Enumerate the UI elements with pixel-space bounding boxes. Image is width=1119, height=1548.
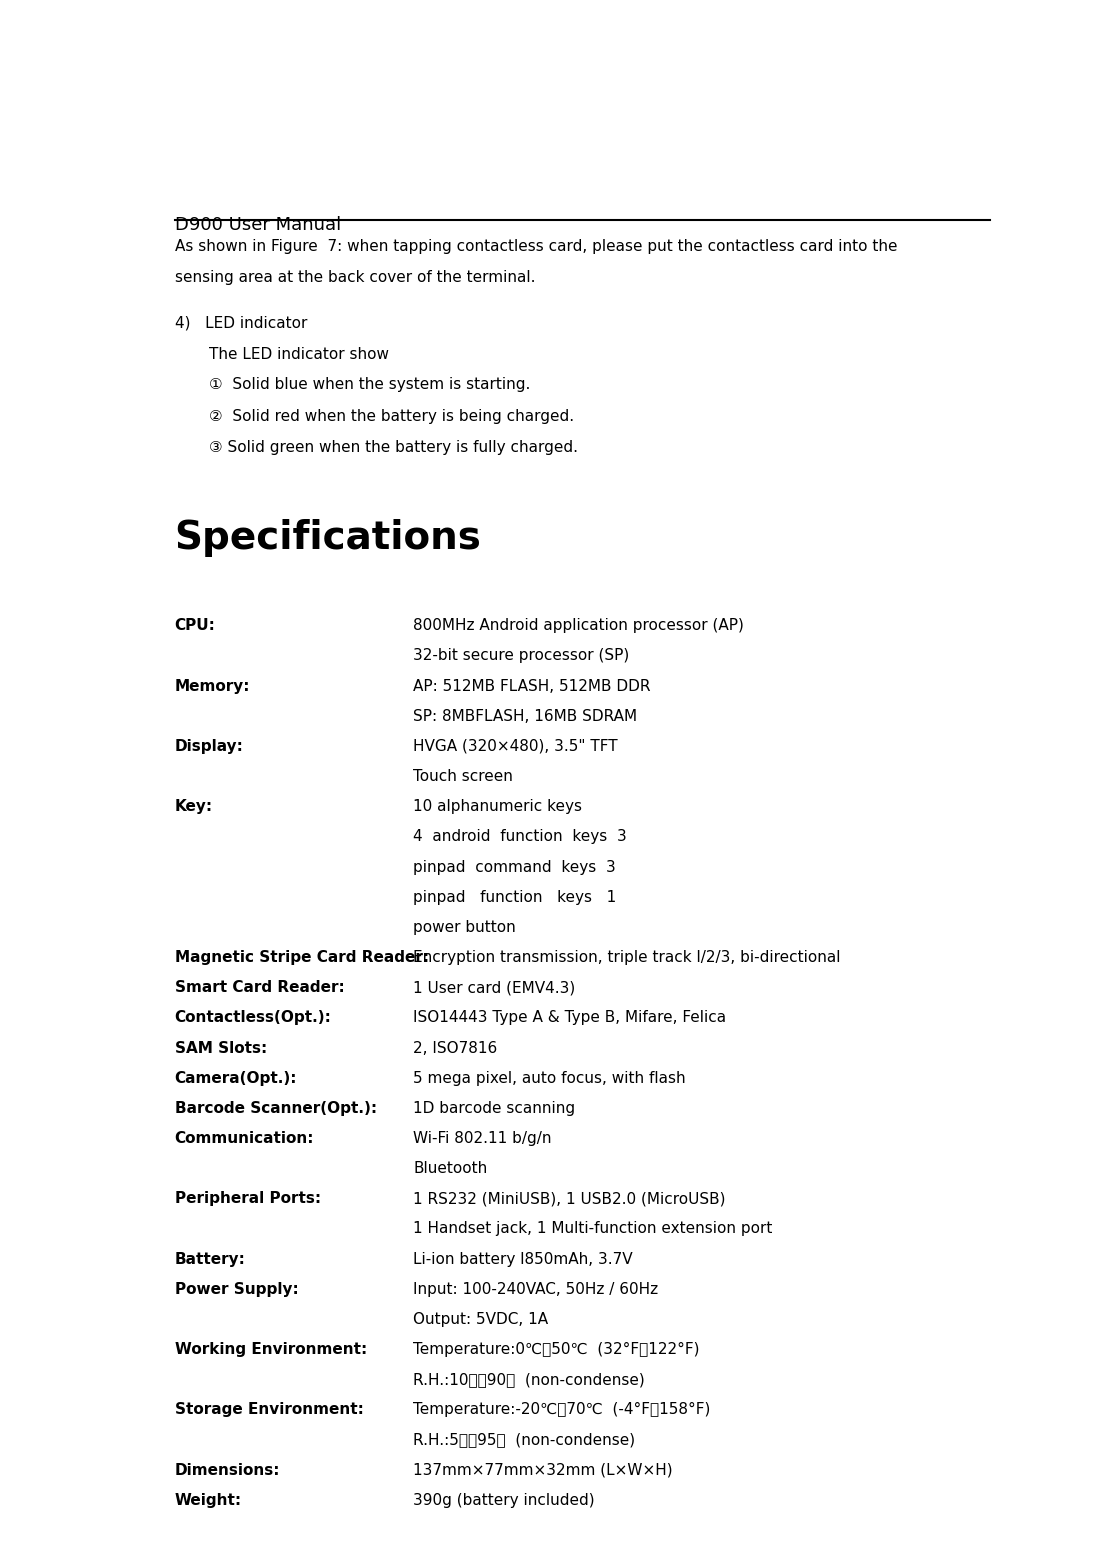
Text: Barcode Scanner(Opt.):: Barcode Scanner(Opt.): (175, 1101, 377, 1116)
Text: The LED indicator show: The LED indicator show (209, 347, 389, 362)
Text: SP: 8MBFLASH, 16MB SDRAM: SP: 8MBFLASH, 16MB SDRAM (413, 709, 637, 724)
Text: 4  android  function  keys  3: 4 android function keys 3 (413, 830, 627, 844)
Text: Input: 100-240VAC, 50Hz / 60Hz: Input: 100-240VAC, 50Hz / 60Hz (413, 1282, 658, 1297)
Text: power button: power button (413, 920, 516, 935)
Text: ①  Solid blue when the system is starting.: ① Solid blue when the system is starting… (209, 378, 530, 392)
Text: Specifications: Specifications (175, 519, 481, 557)
Text: Magnetic Stripe Card Reader:: Magnetic Stripe Card Reader: (175, 950, 429, 964)
Text: Display:: Display: (175, 738, 244, 754)
Text: 5 mega pixel, auto focus, with flash: 5 mega pixel, auto focus, with flash (413, 1071, 686, 1085)
Text: Dimensions:: Dimensions: (175, 1463, 280, 1478)
Text: 1D barcode scanning: 1D barcode scanning (413, 1101, 575, 1116)
Text: Power Supply:: Power Supply: (175, 1282, 299, 1297)
Text: 32-bit secure processor (SP): 32-bit secure processor (SP) (413, 649, 629, 664)
Text: SAM Slots:: SAM Slots: (175, 1040, 266, 1056)
Text: AP: 512MB FLASH, 512MB DDR: AP: 512MB FLASH, 512MB DDR (413, 678, 650, 694)
Text: ③ Solid green when the battery is fully charged.: ③ Solid green when the battery is fully … (209, 440, 579, 455)
Text: CPU:: CPU: (175, 618, 216, 633)
Text: 1 User card (EMV4.3): 1 User card (EMV4.3) (413, 980, 575, 995)
Text: Peripheral Ports:: Peripheral Ports: (175, 1192, 321, 1206)
Text: Temperature:0℃～50℃  (32°F～122°F): Temperature:0℃～50℃ (32°F～122°F) (413, 1342, 699, 1358)
Text: Weight:: Weight: (175, 1492, 242, 1508)
Text: ②  Solid red when the battery is being charged.: ② Solid red when the battery is being ch… (209, 409, 574, 424)
Text: 390g (battery included): 390g (battery included) (413, 1492, 594, 1508)
Text: pinpad   function   keys   1: pinpad function keys 1 (413, 890, 617, 904)
Text: Battery:: Battery: (175, 1252, 245, 1266)
Text: sensing area at the back cover of the terminal.: sensing area at the back cover of the te… (175, 269, 535, 285)
Text: Smart Card Reader:: Smart Card Reader: (175, 980, 345, 995)
Text: D900 User Manual: D900 User Manual (175, 215, 341, 234)
Text: 10 alphanumeric keys: 10 alphanumeric keys (413, 799, 582, 814)
Text: 2, ISO7816: 2, ISO7816 (413, 1040, 497, 1056)
Text: Li-ion battery l850mAh, 3.7V: Li-ion battery l850mAh, 3.7V (413, 1252, 632, 1266)
Text: Memory:: Memory: (175, 678, 250, 694)
Text: 4)   LED indicator: 4) LED indicator (175, 316, 307, 330)
Text: R.H.:10％～90％  (non-condense): R.H.:10％～90％ (non-condense) (413, 1372, 645, 1387)
Text: Encryption transmission, triple track l/2/3, bi-directional: Encryption transmission, triple track l/… (413, 950, 840, 964)
Text: 137mm×77mm×32mm (L×W×H): 137mm×77mm×32mm (L×W×H) (413, 1463, 673, 1478)
Text: Contactless(Opt.):: Contactless(Opt.): (175, 1011, 331, 1025)
Text: HVGA (320×480), 3.5" TFT: HVGA (320×480), 3.5" TFT (413, 738, 618, 754)
Text: Working Environment:: Working Environment: (175, 1342, 367, 1358)
Text: 1 RS232 (MiniUSB), 1 USB2.0 (MicroUSB): 1 RS232 (MiniUSB), 1 USB2.0 (MicroUSB) (413, 1192, 725, 1206)
Text: Communication:: Communication: (175, 1132, 314, 1146)
Text: Bluetooth: Bluetooth (413, 1161, 487, 1176)
Text: ISO14443 Type A & Type B, Mifare, Felica: ISO14443 Type A & Type B, Mifare, Felica (413, 1011, 726, 1025)
Text: Touch screen: Touch screen (413, 769, 513, 785)
Text: As shown in Figure  7: when tapping contactless card, please put the contactless: As shown in Figure 7: when tapping conta… (175, 240, 897, 254)
Text: Storage Environment:: Storage Environment: (175, 1402, 364, 1418)
Text: Wi-Fi 802.11 b/g/n: Wi-Fi 802.11 b/g/n (413, 1132, 552, 1146)
Text: R.H.:5％～95％  (non-condense): R.H.:5％～95％ (non-condense) (413, 1432, 636, 1447)
Text: pinpad  command  keys  3: pinpad command keys 3 (413, 859, 615, 875)
Text: 1 Handset jack, 1 Multi-function extension port: 1 Handset jack, 1 Multi-function extensi… (413, 1221, 772, 1237)
Text: Camera(Opt.):: Camera(Opt.): (175, 1071, 297, 1085)
Text: Output: 5VDC, 1A: Output: 5VDC, 1A (413, 1311, 548, 1327)
Text: Key:: Key: (175, 799, 213, 814)
Text: Temperature:-20℃～70℃  (-4°F～158°F): Temperature:-20℃～70℃ (-4°F～158°F) (413, 1402, 711, 1418)
Text: 800MHz Android application processor (AP): 800MHz Android application processor (AP… (413, 618, 744, 633)
